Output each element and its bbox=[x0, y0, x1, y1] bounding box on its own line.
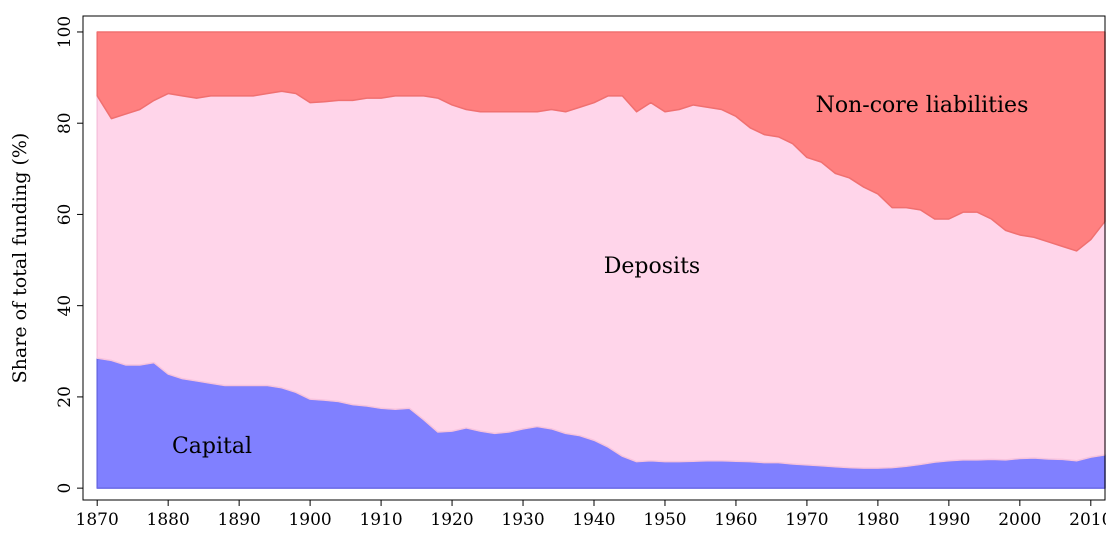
x-tick-label: 1920 bbox=[430, 510, 473, 530]
x-tick-label: 1940 bbox=[572, 510, 615, 530]
x-tick-label: 1950 bbox=[643, 510, 686, 530]
x-tick-label: 1870 bbox=[76, 510, 119, 530]
y-tick-label: 80 bbox=[55, 112, 75, 134]
x-tick-label: 1910 bbox=[359, 510, 402, 530]
x-tick-label: 1930 bbox=[501, 510, 544, 530]
x-tick-label: 1970 bbox=[785, 510, 828, 530]
area-label: Deposits bbox=[604, 254, 700, 279]
y-tick-label: 0 bbox=[55, 483, 75, 494]
y-tick-label: 20 bbox=[55, 386, 75, 408]
x-tick-label: 2000 bbox=[998, 510, 1041, 530]
y-axis-label: Share of total funding (%) bbox=[9, 133, 31, 384]
x-tick-label: 1900 bbox=[288, 510, 331, 530]
y-tick-label: 40 bbox=[55, 295, 75, 317]
x-tick-label: 1890 bbox=[218, 510, 261, 530]
x-tick-label: 1960 bbox=[714, 510, 757, 530]
x-tick-label: 1990 bbox=[927, 510, 970, 530]
y-tick-label: 100 bbox=[55, 16, 75, 48]
area-label: Non-core liabilities bbox=[816, 93, 1029, 118]
x-tick-label: 1980 bbox=[856, 510, 899, 530]
area-label: Capital bbox=[172, 434, 252, 459]
y-tick-label: 60 bbox=[55, 204, 75, 226]
x-tick-label: 1880 bbox=[147, 510, 190, 530]
